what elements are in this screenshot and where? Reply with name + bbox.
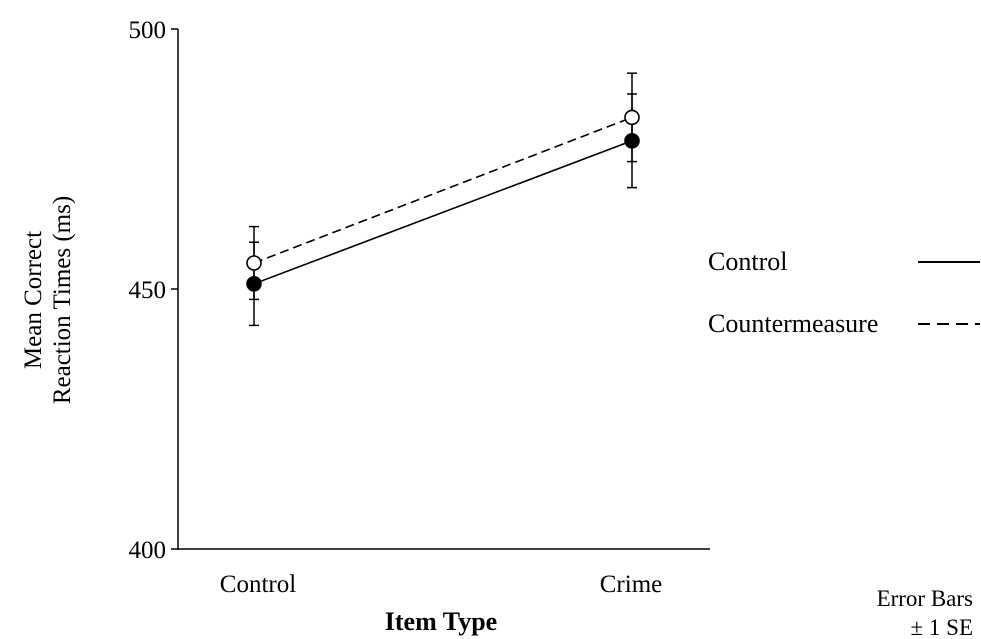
series-line bbox=[253, 116, 633, 264]
series-group bbox=[246, 72, 640, 327]
y-tick-label: 400 bbox=[129, 537, 167, 564]
x-tick-label: Control bbox=[220, 571, 296, 598]
data-point bbox=[624, 109, 640, 126]
x-ticks: Control Crime bbox=[220, 571, 662, 598]
series-countermeasure bbox=[246, 72, 640, 301]
legend: Control Countermeasure bbox=[708, 247, 980, 338]
y-ticks: 400 450 500 bbox=[129, 17, 178, 564]
series-line bbox=[253, 140, 633, 285]
y-axis-label: Mean Correct bbox=[20, 231, 47, 369]
error-bars-note-line-2: ± 1 SE bbox=[911, 615, 973, 639]
legend-label-countermeasure: Countermeasure bbox=[708, 309, 878, 338]
y-tick-label: 450 bbox=[129, 277, 167, 304]
error-bars-note: Error Bars bbox=[877, 586, 973, 611]
y-axis-label-line-2: Reaction Times (ms) bbox=[49, 196, 76, 404]
legend-label-control: Control bbox=[708, 247, 787, 276]
data-point bbox=[246, 255, 262, 271]
y-tick-label: 500 bbox=[129, 17, 167, 44]
series-control bbox=[246, 93, 640, 327]
x-tick-label: Crime bbox=[600, 571, 663, 598]
x-axis-label: Item Type bbox=[385, 607, 497, 636]
